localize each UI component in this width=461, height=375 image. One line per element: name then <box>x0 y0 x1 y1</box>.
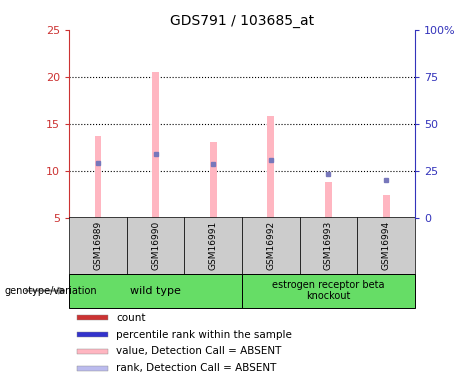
Text: GSM16994: GSM16994 <box>382 221 390 270</box>
Text: estrogen receptor beta
knockout: estrogen receptor beta knockout <box>272 280 385 302</box>
FancyBboxPatch shape <box>127 217 184 274</box>
Bar <box>77 315 108 320</box>
Bar <box>267 116 274 218</box>
FancyBboxPatch shape <box>357 217 415 274</box>
Bar <box>77 349 108 354</box>
Text: genotype/variation: genotype/variation <box>5 286 97 296</box>
Text: value, Detection Call = ABSENT: value, Detection Call = ABSENT <box>116 346 282 356</box>
Text: count: count <box>116 313 146 322</box>
Bar <box>77 332 108 337</box>
FancyBboxPatch shape <box>69 217 127 274</box>
Title: GDS791 / 103685_at: GDS791 / 103685_at <box>170 13 314 28</box>
Bar <box>325 182 332 218</box>
Text: GSM16989: GSM16989 <box>94 221 102 270</box>
Text: GSM16993: GSM16993 <box>324 221 333 270</box>
Bar <box>152 72 159 217</box>
Text: percentile rank within the sample: percentile rank within the sample <box>116 330 292 339</box>
FancyBboxPatch shape <box>300 217 357 274</box>
FancyBboxPatch shape <box>242 217 300 274</box>
FancyBboxPatch shape <box>69 274 242 308</box>
Bar <box>95 136 101 218</box>
Bar <box>77 366 108 371</box>
Text: GSM16991: GSM16991 <box>209 221 218 270</box>
Text: wild type: wild type <box>130 286 181 296</box>
FancyBboxPatch shape <box>242 274 415 308</box>
Text: GSM16992: GSM16992 <box>266 221 275 270</box>
FancyBboxPatch shape <box>184 217 242 274</box>
Text: GSM16990: GSM16990 <box>151 221 160 270</box>
Bar <box>210 142 217 218</box>
Text: rank, Detection Call = ABSENT: rank, Detection Call = ABSENT <box>116 363 277 373</box>
Bar <box>383 195 390 217</box>
